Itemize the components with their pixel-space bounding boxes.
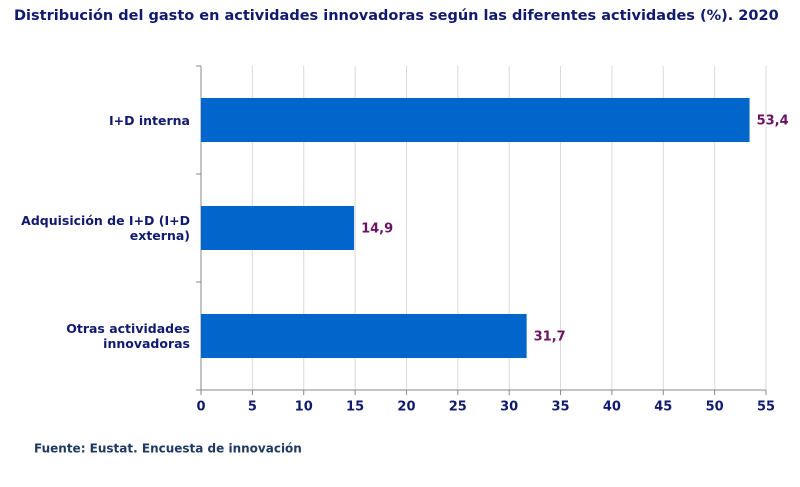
x-tick-label: 5 (248, 400, 257, 415)
x-tick-label: 20 (397, 400, 415, 415)
x-tick-label: 30 (500, 400, 518, 415)
x-tick-label: 50 (706, 400, 724, 415)
x-tick-label: 55 (757, 400, 775, 415)
value-label: 31,7 (534, 330, 566, 345)
value-label: 53,4 (757, 114, 789, 129)
y-tick-label: Otras actividades innovadoras (66, 321, 190, 351)
y-tick-label: I+D interna (109, 112, 190, 128)
x-tick-label: 40 (603, 400, 621, 415)
source-note: Fuente: Eustat. Encuesta de innovación (34, 442, 302, 456)
bar (201, 314, 527, 358)
y-tick-label: Adquisición de I+D (I+D externa) (21, 213, 190, 243)
x-tick-label: 0 (196, 400, 205, 415)
x-tick-label: 45 (654, 400, 672, 415)
x-tick-label: 25 (449, 400, 467, 415)
bar (201, 98, 750, 142)
x-tick-label: 35 (551, 400, 569, 415)
x-tick-label: 15 (346, 400, 364, 415)
chart-title: Distribución del gasto en actividades in… (14, 8, 779, 24)
value-label: 14,9 (361, 222, 393, 237)
bar (201, 206, 355, 250)
x-tick-label: 10 (295, 400, 313, 415)
